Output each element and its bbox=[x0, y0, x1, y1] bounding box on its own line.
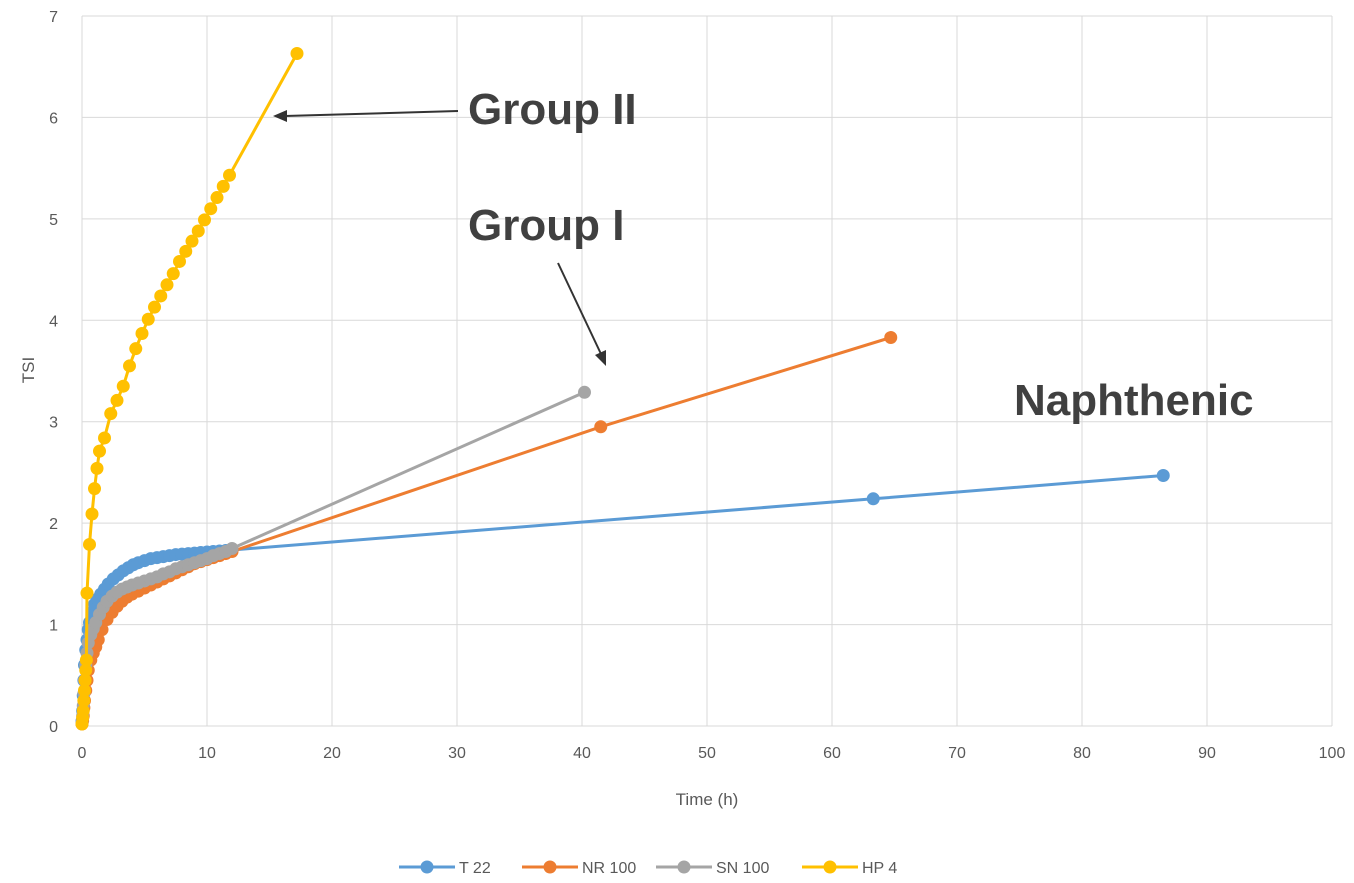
x-tick-label: 20 bbox=[323, 745, 341, 762]
y-tick-label: 1 bbox=[49, 618, 58, 635]
data-point-hp-4 bbox=[116, 379, 130, 393]
series-layer bbox=[75, 47, 1170, 731]
tick-labels: 0 10 20 30 40 50 60 70 80 90 100 0 1 2 3 4 5 6 7 bbox=[49, 9, 1345, 762]
data-point-hp-4 bbox=[79, 653, 93, 667]
arrow-group-i bbox=[557, 262, 606, 366]
data-point-hp-4 bbox=[76, 704, 90, 718]
x-tick-label: 80 bbox=[1073, 745, 1091, 762]
data-point-hp-4 bbox=[135, 326, 149, 340]
data-point-nr-100 bbox=[594, 420, 608, 434]
data-point-hp-4 bbox=[78, 673, 92, 687]
data-point-hp-4 bbox=[85, 507, 99, 521]
data-point-hp-4 bbox=[79, 663, 93, 677]
data-point-hp-4 bbox=[83, 537, 96, 551]
data-point-hp-4 bbox=[198, 213, 211, 227]
legend-marker bbox=[823, 860, 837, 874]
x-tick-label: 40 bbox=[573, 745, 591, 762]
data-point-t-22 bbox=[1156, 468, 1170, 482]
data-point-hp-4 bbox=[129, 342, 143, 356]
data-point-hp-4 bbox=[141, 312, 155, 326]
data-point-hp-4 bbox=[90, 461, 104, 475]
gridlines bbox=[81, 15, 1333, 727]
data-point-hp-4 bbox=[216, 179, 230, 193]
x-tick-label: 0 bbox=[78, 745, 87, 762]
annotation-group-ii: Group II bbox=[468, 85, 637, 134]
data-point-hp-4 bbox=[88, 482, 101, 496]
data-point-hp-4 bbox=[166, 267, 180, 281]
y-tick-label: 4 bbox=[49, 313, 58, 330]
legend-label: SN 100 bbox=[716, 860, 769, 877]
y-tick-label: 2 bbox=[49, 516, 58, 533]
data-point-hp-4 bbox=[191, 224, 205, 238]
data-point-hp-4 bbox=[80, 586, 94, 600]
data-point-hp-4 bbox=[110, 393, 124, 407]
x-tick-label: 90 bbox=[1198, 745, 1216, 762]
x-tick-label: 100 bbox=[1319, 745, 1346, 762]
data-point-hp-4 bbox=[104, 407, 118, 421]
legend-label: T 22 bbox=[459, 860, 491, 877]
data-point-sn-100 bbox=[225, 542, 239, 555]
data-point-hp-4 bbox=[154, 289, 168, 303]
x-tick-label: 10 bbox=[198, 745, 216, 762]
annotation-group-i: Group I bbox=[468, 201, 624, 250]
data-point-nr-100 bbox=[884, 331, 898, 345]
data-point-hp-4 bbox=[179, 244, 193, 258]
legend-label: HP 4 bbox=[862, 860, 897, 877]
legend-item-t-22: T 22 bbox=[399, 860, 491, 877]
data-point-hp-4 bbox=[210, 191, 224, 205]
y-tick-label: 0 bbox=[49, 719, 58, 736]
data-point-hp-4 bbox=[173, 254, 186, 268]
data-point-hp-4 bbox=[223, 168, 236, 182]
data-point-hp-4 bbox=[123, 359, 136, 373]
arrow-group-ii bbox=[273, 110, 459, 122]
data-point-hp-4 bbox=[148, 300, 161, 314]
legend-item-sn-100: SN 100 bbox=[656, 860, 769, 877]
data-point-hp-4 bbox=[77, 694, 91, 708]
y-axis-title: TSI bbox=[19, 357, 38, 383]
series-hp-4 bbox=[75, 47, 304, 731]
x-tick-label: 60 bbox=[823, 745, 841, 762]
data-point-hp-4 bbox=[78, 684, 91, 697]
y-tick-label: 6 bbox=[49, 110, 58, 127]
x-axis-title: Time (h) bbox=[676, 790, 739, 809]
data-point-hp-4 bbox=[98, 431, 111, 445]
legend-marker bbox=[677, 860, 691, 874]
data-point-sn-100 bbox=[578, 385, 591, 399]
data-point-hp-4 bbox=[160, 278, 174, 292]
annotation-naphthenic: Naphthenic bbox=[1014, 376, 1254, 425]
legend-marker bbox=[420, 860, 434, 874]
y-tick-label: 3 bbox=[49, 415, 58, 432]
data-point-hp-4 bbox=[204, 202, 218, 216]
x-tick-label: 70 bbox=[948, 745, 966, 762]
y-tick-label: 5 bbox=[49, 212, 58, 229]
data-point-t-22 bbox=[866, 492, 880, 506]
legend-marker bbox=[543, 860, 557, 874]
legend-item-nr-100: NR 100 bbox=[522, 860, 636, 877]
x-tick-label: 50 bbox=[698, 745, 716, 762]
x-tick-label: 30 bbox=[448, 745, 466, 762]
data-point-hp-4 bbox=[93, 444, 106, 458]
legend: T 22 NR 100 SN 100 HP 4 bbox=[399, 860, 897, 877]
data-point-hp-4 bbox=[290, 47, 304, 61]
legend-item-hp-4: HP 4 bbox=[802, 860, 897, 877]
legend-label: NR 100 bbox=[582, 860, 636, 877]
y-tick-label: 7 bbox=[49, 9, 58, 26]
data-point-hp-4 bbox=[185, 234, 199, 248]
